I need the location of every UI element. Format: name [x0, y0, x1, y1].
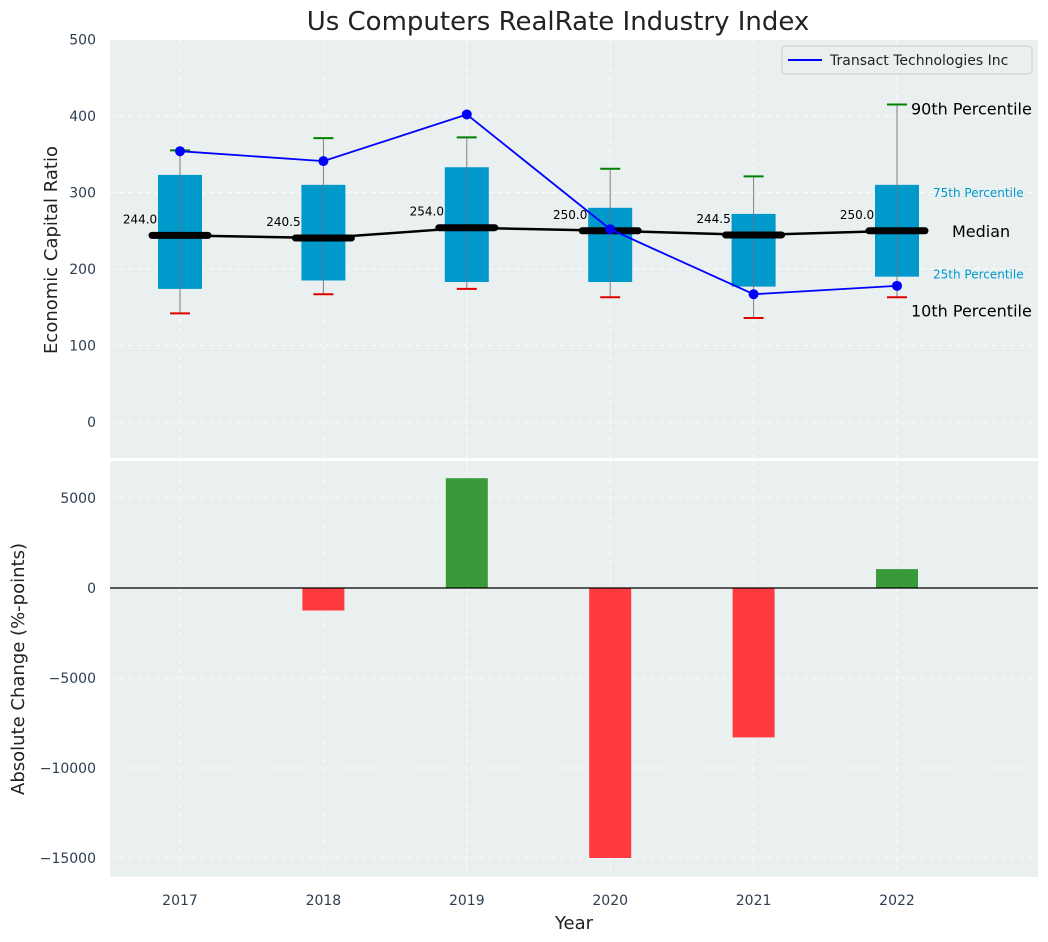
company-series-point — [461, 109, 472, 120]
x-tick-label: 2019 — [449, 893, 485, 909]
annotation-p10: 10th Percentile — [911, 301, 1032, 320]
median-data-label: 244.5 — [696, 212, 730, 226]
chart-title: Us Computers RealRate Industry Index — [307, 7, 810, 37]
top-y-axis-label: Economic Capital Ratio — [41, 146, 62, 354]
legend-label: Transact Technologies Inc — [829, 53, 1008, 69]
top-y-tick-label: 400 — [69, 109, 96, 125]
company-series-point — [748, 289, 759, 300]
change-bar — [876, 569, 918, 588]
bottom-y-axis-label: Absolute Change (%-points) — [8, 543, 29, 795]
median-data-label: 250.0 — [553, 208, 587, 222]
annotation-median: Median — [952, 222, 1010, 241]
bottom-y-tick-label: −5000 — [49, 671, 96, 687]
x-tick-label: 2021 — [736, 893, 772, 909]
median-data-label: 250.0 — [840, 208, 874, 222]
legend-box — [781, 45, 1033, 75]
top-y-tick-label: 300 — [69, 186, 96, 202]
bottom-y-tick-label: −10000 — [40, 761, 96, 777]
x-tick-label: 2017 — [162, 893, 198, 909]
top-y-tick-label: 0 — [87, 415, 96, 431]
x-axis-label: Year — [554, 913, 594, 934]
company-series-line — [179, 113, 898, 296]
company-series-point — [605, 224, 616, 235]
x-tick-label: 2020 — [592, 893, 628, 909]
change-bar — [445, 478, 488, 588]
bottom-panel: 5000 0 −5000 −10000 −15000 2017 2018 2019 2020 20… — [40, 461, 1038, 909]
annotation-p90: 90th Percentile — [911, 100, 1032, 119]
change-bar — [589, 588, 632, 858]
change-bar — [732, 588, 775, 738]
x-tick-label: 2018 — [306, 893, 342, 909]
bottom-y-tick-label: −15000 — [40, 851, 96, 867]
top-y-tick-label: 200 — [69, 262, 96, 278]
top-y-tick-label: 100 — [69, 339, 96, 355]
company-series-point — [318, 156, 329, 167]
change-bar — [302, 588, 345, 611]
bottom-y-tick-label: 5000 — [60, 491, 96, 507]
company-series-point — [175, 146, 185, 157]
x-tick-label: 2022 — [879, 893, 915, 909]
annotation-p25: 25th Percentile — [933, 268, 1024, 282]
legend: Transact Technologies Inc — [781, 45, 1033, 75]
annotation-p75: 75th Percentile — [933, 186, 1024, 200]
top-panel: 0 100 200 300 400 500 244.0 240.5 254.0 250.0 244.… — [69, 33, 1038, 458]
bottom-plot-area — [110, 461, 1038, 877]
median-data-label: 240.5 — [266, 215, 300, 229]
median-data-label: 254.0 — [410, 205, 444, 219]
top-y-tick-label: 500 — [69, 33, 96, 49]
median-data-label: 244.0 — [123, 212, 157, 226]
bottom-y-tick-label: 0 — [87, 581, 96, 597]
company-series-point — [892, 280, 902, 291]
